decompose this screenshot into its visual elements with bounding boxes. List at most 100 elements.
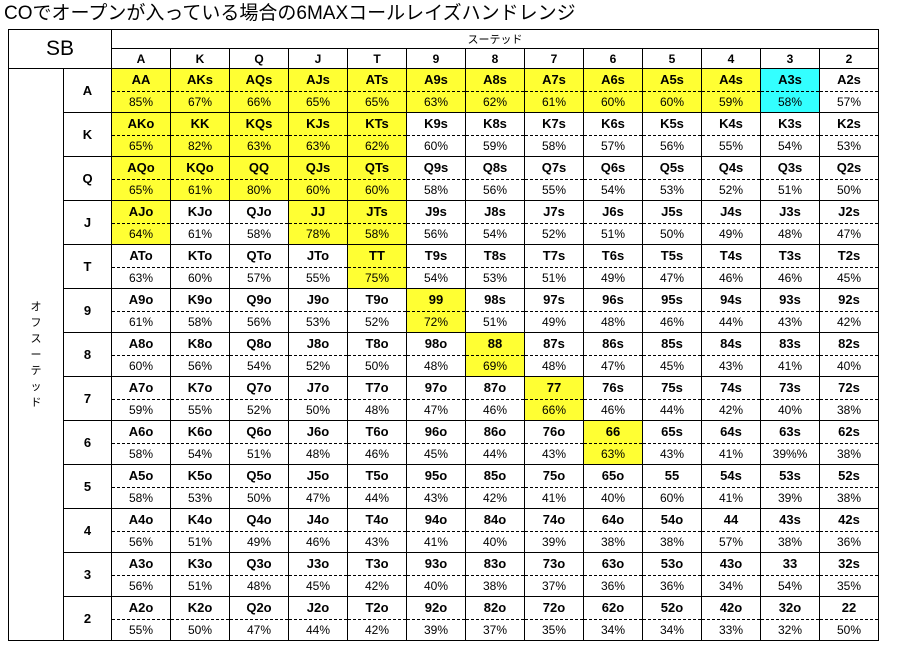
table-row: Q AQo 65% KQo 61% QQ 80% QJs 60% QTs 60% Q9s 58% Q8s 5…: [9, 156, 879, 201]
hand-label: A9s: [407, 69, 465, 92]
hand-label: A7o: [112, 377, 170, 400]
equity-percent: 53%: [482, 271, 508, 285]
hand-cell: J3o 45%: [288, 552, 348, 597]
offsuit-label-char: テ: [30, 364, 42, 377]
equity-percent: 46%: [718, 271, 744, 285]
hand-cell: A7o 59%: [111, 376, 171, 421]
equity-percent: 36%: [659, 579, 685, 593]
hand-label: JTs: [348, 201, 406, 224]
hand-label: Q3o: [230, 553, 288, 576]
equity-percent: 50%: [187, 623, 213, 637]
hand-label: QJo: [230, 201, 288, 224]
hand-label: 22: [820, 597, 878, 620]
hand-label: KTo: [171, 245, 229, 268]
equity-percent: 52%: [246, 403, 272, 417]
hand-cell: A8o 60%: [111, 332, 171, 377]
equity-percent: 51%: [541, 271, 567, 285]
hand-cell: 76s 46%: [583, 376, 643, 421]
equity-percent: 43%: [777, 315, 803, 329]
hand-label: T9s: [407, 245, 465, 268]
hand-cell: 95s 46%: [642, 288, 702, 333]
hand-label: AKo: [112, 113, 170, 136]
hand-label: A3s: [761, 69, 819, 92]
hand-cell: 96s 48%: [583, 288, 643, 333]
hand-label: K5s: [643, 113, 701, 136]
hand-label: T2s: [820, 245, 878, 268]
hand-cell: T2s 45%: [819, 244, 879, 289]
equity-percent: 59%: [128, 403, 154, 417]
hand-cell: 87o 46%: [465, 376, 525, 421]
equity-percent: 58%: [541, 139, 567, 153]
hand-cell: KJo 61%: [170, 200, 230, 245]
hand-label: 85s: [643, 333, 701, 356]
equity-percent: 49%: [718, 227, 744, 241]
equity-percent: 57%: [836, 95, 862, 109]
equity-percent: 52%: [305, 359, 331, 373]
equity-percent: 35%: [836, 579, 862, 593]
hand-cell: J9s 56%: [406, 200, 466, 245]
equity-percent: 48%: [423, 359, 449, 373]
hand-cell: A5o 58%: [111, 464, 171, 509]
hand-label: 74o: [525, 509, 583, 532]
equity-percent: 69%: [482, 359, 508, 373]
hand-label: 52o: [643, 597, 701, 620]
hand-cell: Q6s 54%: [583, 156, 643, 201]
equity-percent: 56%: [482, 183, 508, 197]
equity-percent: 43%: [718, 359, 744, 373]
hand-cell: ATs 65%: [347, 68, 407, 113]
hand-cell: 43o 34%: [701, 552, 761, 597]
hand-label: Q6s: [584, 157, 642, 180]
equity-percent: 42%: [482, 491, 508, 505]
hand-label: Q6o: [230, 421, 288, 444]
row-rank-7: 7: [63, 376, 112, 421]
equity-percent: 66%: [246, 95, 272, 109]
hand-cell: 52s 38%: [819, 464, 879, 509]
hand-cell: 73s 40%: [760, 376, 820, 421]
hand-label: AJo: [112, 201, 170, 224]
hand-label: A2o: [112, 597, 170, 620]
equity-percent: 61%: [541, 95, 567, 109]
hand-label: 53s: [761, 465, 819, 488]
hand-cell: T6s 49%: [583, 244, 643, 289]
hand-cell: A9o 61%: [111, 288, 171, 333]
hand-label: 94o: [407, 509, 465, 532]
hand-label: K8o: [171, 333, 229, 356]
hand-cell: K9o 58%: [170, 288, 230, 333]
equity-percent: 39%%: [772, 447, 808, 461]
hand-label: 87o: [466, 377, 524, 400]
hand-cell: AKs 67%: [170, 68, 230, 113]
hand-cell: A4s 59%: [701, 68, 761, 113]
hand-cell: Q3s 51%: [760, 156, 820, 201]
hand-label: 82s: [820, 333, 878, 356]
hand-label: K9s: [407, 113, 465, 136]
hand-label: 85o: [466, 465, 524, 488]
hand-cell: 87s 48%: [524, 332, 584, 377]
hand-label: J6s: [584, 201, 642, 224]
table-row: 7 A7o 59% K7o 55% Q7o 52% J7o 50% T7o 48% 97o 47% 87o…: [9, 376, 879, 421]
hand-label: QJs: [289, 157, 347, 180]
hand-cell: QQ 80%: [229, 156, 289, 201]
hand-cell: A6o 58%: [111, 420, 171, 465]
hand-cell: K8s 59%: [465, 112, 525, 157]
equity-percent: 43%: [659, 447, 685, 461]
hand-label: 76s: [584, 377, 642, 400]
row-rank-A: A: [63, 68, 112, 113]
hand-label: 66: [584, 421, 642, 444]
equity-percent: 43%: [364, 535, 390, 549]
hand-label: 97o: [407, 377, 465, 400]
row-rank-2: 2: [63, 596, 112, 641]
hand-label: 88: [466, 333, 524, 356]
hand-label: A6s: [584, 69, 642, 92]
equity-percent: 47%: [423, 403, 449, 417]
hand-label: 73o: [525, 553, 583, 576]
hand-label: Q3s: [761, 157, 819, 180]
equity-percent: 54%: [246, 359, 272, 373]
hand-cell: T7s 51%: [524, 244, 584, 289]
hand-cell: J7o 50%: [288, 376, 348, 421]
hand-label: 62s: [820, 421, 878, 444]
hand-label: Q5s: [643, 157, 701, 180]
equity-percent: 51%: [187, 535, 213, 549]
hand-label: KK: [171, 113, 229, 136]
row-rank-9: 9: [63, 288, 112, 333]
